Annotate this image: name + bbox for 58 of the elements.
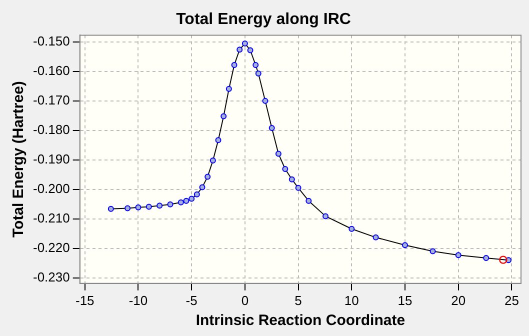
- point: [499, 256, 508, 264]
- point: [288, 176, 295, 182]
- point: [108, 206, 114, 212]
- point: [306, 198, 312, 204]
- point: [402, 242, 408, 248]
- point: [220, 113, 227, 120]
- point: [194, 191, 200, 198]
- point: [348, 226, 355, 232]
- point: [199, 184, 206, 190]
- point: [455, 252, 462, 258]
- point: [282, 166, 288, 172]
- y-axis-title: Total Energy (Hartree): [10, 81, 28, 238]
- point: [183, 198, 190, 204]
- x-axis-title: Intrinsic Reaction Coordinate: [196, 312, 406, 330]
- y-tick-label: -0.230: [32, 269, 70, 284]
- point: [275, 150, 282, 157]
- point: [156, 202, 163, 209]
- point: [430, 248, 436, 254]
- point: [262, 98, 268, 104]
- x-tick-label: -10: [128, 292, 148, 308]
- y-tick-label: -0.150: [32, 34, 70, 49]
- point: [146, 204, 152, 210]
- y-tick-label: -0.220: [32, 240, 70, 255]
- point: [322, 213, 329, 220]
- y-tick-label: -0.170: [32, 92, 70, 108]
- point: [372, 234, 379, 240]
- x-tick-label: 10: [344, 292, 359, 308]
- x-tick-label: 0: [241, 292, 249, 308]
- point: [295, 184, 302, 191]
- point: [252, 62, 259, 68]
- y-tick-label: -0.160: [32, 63, 70, 78]
- x-tick-label: -15: [75, 292, 94, 308]
- point: [226, 86, 232, 92]
- y-tick-label: -0.200: [32, 180, 70, 196]
- point: [215, 137, 222, 144]
- point: [204, 174, 211, 180]
- point: [242, 40, 248, 46]
- y-tick-label: -0.190: [32, 151, 70, 166]
- point: [247, 47, 254, 54]
- point: [188, 196, 195, 202]
- x-tick-label: 5: [294, 292, 302, 308]
- point: [255, 70, 262, 77]
- point: [268, 125, 275, 132]
- x-tick-label: 25: [504, 292, 519, 308]
- point: [483, 255, 490, 262]
- point: [210, 157, 216, 164]
- point: [124, 205, 131, 212]
- x-tick-label: 20: [451, 292, 466, 308]
- point: [167, 201, 174, 208]
- point: [231, 62, 238, 68]
- point: [236, 46, 243, 53]
- point: [135, 204, 142, 210]
- y-tick-label: -0.210: [32, 210, 70, 226]
- y-tick-label: -0.180: [32, 122, 70, 137]
- chart-title: Total Energy along IRC: [176, 11, 352, 28]
- x-tick-label: -5: [186, 292, 198, 308]
- point: [178, 199, 184, 206]
- x-tick-label: 15: [398, 292, 412, 308]
